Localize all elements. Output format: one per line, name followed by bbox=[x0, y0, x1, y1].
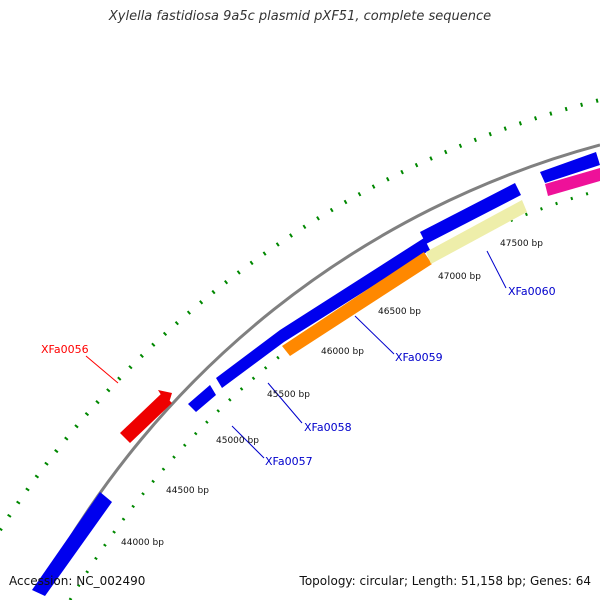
gene-label-xfa0058[interactable]: XFa0058 bbox=[304, 421, 352, 434]
sequence-summary: Topology: circular; Length: 51,158 bp; G… bbox=[299, 574, 591, 588]
ruler-label-47500: 47500 bp bbox=[500, 239, 543, 249]
gene-label-xfa0056[interactable]: XFa0056 bbox=[41, 343, 89, 356]
ruler-label-47000: 47000 bp bbox=[438, 272, 481, 282]
gene-label-xfa0057[interactable]: XFa0057 bbox=[265, 455, 313, 468]
ruler-label-45500: 45500 bp bbox=[267, 390, 310, 400]
accession-text: Accession: NC_002490 bbox=[9, 574, 146, 588]
feature-orange[interactable] bbox=[282, 252, 432, 356]
gene-arrow-xfa0056[interactable] bbox=[120, 393, 172, 443]
gene-arrow-xfa0057[interactable] bbox=[188, 385, 216, 412]
ruler-label-44000: 44000 bp bbox=[121, 538, 164, 548]
feature-magenta[interactable] bbox=[545, 168, 600, 196]
leader-xfa0057 bbox=[231, 425, 265, 459]
ruler-label-46500: 46500 bp bbox=[378, 307, 421, 317]
gene-arrow-lower-left[interactable] bbox=[32, 492, 112, 596]
ruler-label-44500: 44500 bp bbox=[166, 486, 209, 496]
gene-arrow-xfa0058[interactable] bbox=[216, 238, 430, 388]
gene-label-xfa0059[interactable]: XFa0059 bbox=[395, 351, 443, 364]
gene-label-xfa0060[interactable]: XFa0060 bbox=[508, 285, 556, 298]
ruler-label-45000: 45000 bp bbox=[216, 436, 259, 446]
ruler-label-46000: 46000 bp bbox=[321, 347, 364, 357]
gene-arrow-head-xfa0056 bbox=[158, 390, 172, 406]
leader-xfa0059 bbox=[354, 315, 395, 355]
leader-xfa0060 bbox=[486, 250, 507, 289]
feature-pale-yellow[interactable] bbox=[426, 200, 527, 264]
leader-xfa0056 bbox=[85, 355, 119, 384]
gene-arrow-xfa0059-cds[interactable] bbox=[420, 183, 521, 244]
leader-xfa0058 bbox=[267, 382, 303, 424]
map-title: Xylella fastidiosa 9a5c plasmid pXF51, c… bbox=[108, 9, 492, 24]
gene-arrow-top-right[interactable] bbox=[540, 152, 600, 183]
